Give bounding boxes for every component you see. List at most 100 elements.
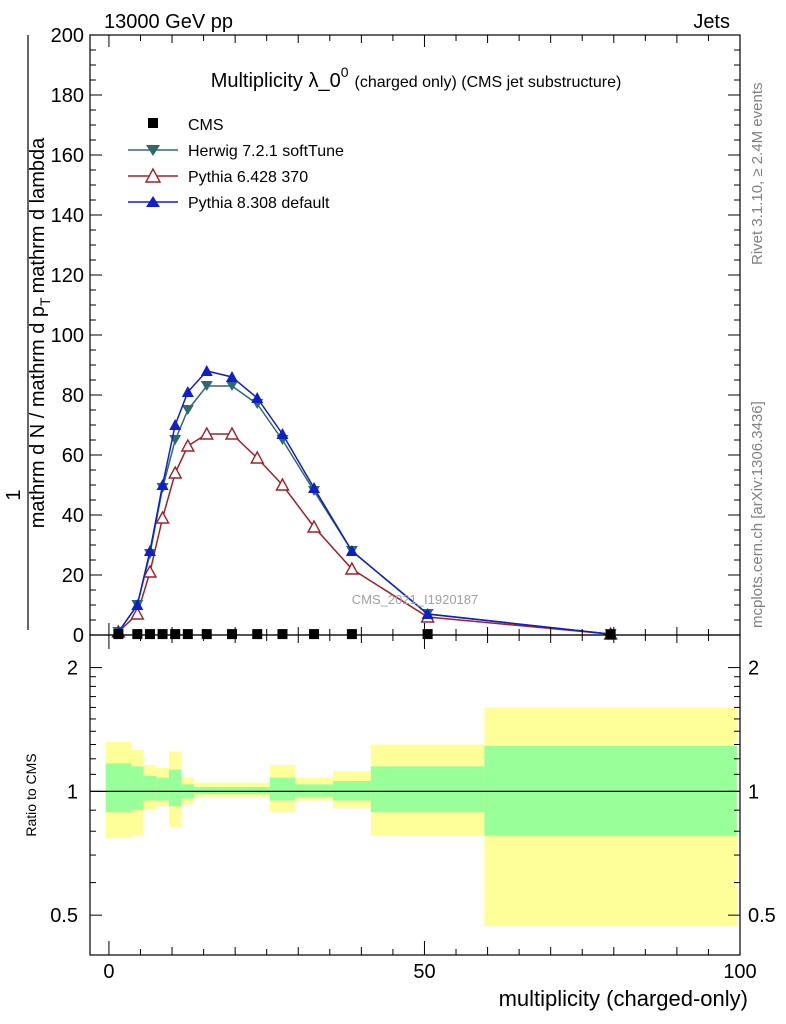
header-energy-label: 13000 GeV pp: [104, 11, 233, 33]
x-axis-label: multiplicity (charged-only): [499, 986, 748, 1011]
y-axis-label-numerator: 1: [3, 489, 25, 500]
y-tick-label: 140: [51, 205, 84, 227]
data-point-pythia8: [225, 371, 238, 382]
legend-marker-herwig: [146, 145, 160, 156]
side-mcplots-label: mcplots.cern.ch [arXiv:1306.3436]: [749, 401, 766, 628]
data-point-pythia6: [180, 438, 195, 452]
data-point-pythia8: [345, 545, 358, 556]
data-point-pythia8: [276, 428, 289, 439]
legend: CMS Herwig 7.2.1 softTune Pythia 6.428 3…: [128, 117, 344, 212]
ratio-band-inner: [269, 777, 296, 801]
analysis-watermark: CMS_2021_I1920187: [352, 592, 479, 607]
series-line-pythia8: [117, 370, 611, 635]
data-point-herwig: [181, 405, 194, 415]
data-point-cms: [132, 629, 143, 640]
data-point-cms: [170, 629, 181, 640]
data-point-cms: [113, 629, 124, 640]
data-point-pythia6: [155, 510, 170, 524]
data-point-pythia6: [275, 477, 290, 491]
data-point-pythia8: [169, 419, 182, 430]
x-tick-label: 100: [723, 961, 756, 983]
ratio-y-tick-label-right: 1: [748, 781, 759, 803]
ratio-y-tick-label-left: 0.5: [50, 905, 78, 927]
y-tick-label: 180: [51, 85, 84, 107]
data-point-cms: [277, 629, 288, 640]
main-curves: [111, 365, 618, 640]
y-axis-label-denominator-sub: T: [37, 297, 53, 306]
y-tick-label: 200: [51, 25, 84, 47]
ratio-y-tick-label-right: 0.5: [748, 905, 776, 927]
y-tick-label: 120: [51, 265, 84, 287]
data-point-pythia6: [344, 561, 360, 575]
y-axis-label-denominator-b: mathrm d lambda: [27, 137, 49, 293]
ratio-band-inner: [156, 777, 169, 801]
main-axes: 0 20 40 60 80 100 120 140 160 180 200: [51, 25, 741, 647]
y-tick-label: 20: [62, 565, 84, 587]
data-point-pythia6: [130, 606, 145, 620]
chart-title-main: Multiplicity λ_0: [211, 70, 341, 92]
data-point-herwig: [200, 381, 213, 391]
ratio-band-inner: [332, 780, 371, 801]
y-axis-label: 1 mathrm d N / mathrm d pTmathrm d lambd…: [3, 35, 53, 630]
data-point-herwig: [225, 381, 238, 391]
data-point-pythia8: [200, 365, 213, 376]
y-tick-label: 0: [73, 625, 84, 647]
x-tick-label: 0: [103, 961, 114, 983]
chart-title: Multiplicity λ_00 (charged only) (CMS jet…: [211, 64, 622, 92]
ratio-band-inner: [105, 763, 132, 813]
data-point-cms: [182, 629, 193, 640]
main-panel: 0 20 40 60 80 100 120 140 160 180 200 Multiplicity…: [3, 25, 741, 647]
chart-title-tail: (charged only) (CMS jet substructure): [355, 74, 622, 91]
legend-marker-cms: [148, 118, 158, 128]
data-point-pythia8: [308, 482, 321, 493]
data-point-cms: [346, 629, 357, 640]
ratio-band-inner: [194, 786, 270, 795]
data-point-pythia6: [224, 426, 240, 440]
ratio-panel: 0.5 0.5 1 1 2 2 0 50 100 Ratio to CMS multiplici…: [23, 634, 776, 1011]
ratio-axes: 0.5 0.5 1 1 2 2 0 50 100: [50, 635, 776, 983]
legend-marker-pythia6: [144, 167, 162, 183]
data-point-pythia8: [421, 608, 434, 619]
data-point-cms: [144, 629, 155, 640]
data-point-pythia8: [156, 479, 169, 490]
ratio-y-tick-label-left: 1: [67, 781, 78, 803]
ratio-band-inner: [295, 784, 333, 797]
chart-title-sup: 0: [341, 64, 349, 80]
series-line-pythia6: [117, 433, 611, 635]
legend-label-cms: CMS: [188, 117, 224, 134]
ratio-band-inner: [143, 775, 157, 801]
data-point-cms: [201, 629, 212, 640]
x-tick-label: 50: [413, 961, 435, 983]
legend-label-pythia6: Pythia 6.428 370: [188, 169, 308, 186]
legend-label-herwig: Herwig 7.2.1 softTune: [188, 143, 344, 160]
data-point-pythia8: [251, 392, 264, 403]
data-point-pythia8: [143, 545, 156, 556]
ratio-y-axis-label: Ratio to CMS: [23, 753, 39, 836]
data-point-pythia6: [306, 519, 322, 533]
ratio-frame: [89, 634, 741, 956]
ratio-y-tick-label-left: 2: [67, 658, 78, 680]
y-axis-label-denominator-a: mathrm d N / mathrm d p: [27, 306, 49, 528]
legend-label-pythia8: Pythia 8.308 default: [188, 195, 330, 212]
data-point-pythia8: [131, 599, 144, 610]
y-tick-label: 80: [62, 385, 84, 407]
legend-marker-pythia8: [146, 196, 160, 207]
data-point-cms: [252, 629, 263, 640]
y-axis-label-denominator: mathrm d N / mathrm d pTmathrm d lambda: [27, 137, 53, 528]
ratio-bands: [90, 707, 740, 927]
side-rivet-label: Rivet 3.1.10, ≥ 2.4M events: [749, 83, 766, 266]
header-jets-label: Jets: [693, 11, 730, 33]
ratio-band-inner: [168, 769, 182, 807]
data-point-pythia6: [168, 465, 183, 479]
data-point-pythia8: [181, 386, 194, 397]
data-point-cms: [422, 629, 433, 640]
ratio-y-tick-label-right: 2: [748, 658, 759, 680]
data-point-pythia6: [199, 426, 214, 440]
y-tick-label: 60: [62, 445, 84, 467]
data-point-cms: [309, 629, 320, 640]
ratio-band-inner: [131, 766, 144, 811]
data-point-pythia6: [250, 450, 265, 464]
y-tick-label: 100: [51, 325, 84, 347]
y-tick-label: 40: [62, 505, 84, 527]
